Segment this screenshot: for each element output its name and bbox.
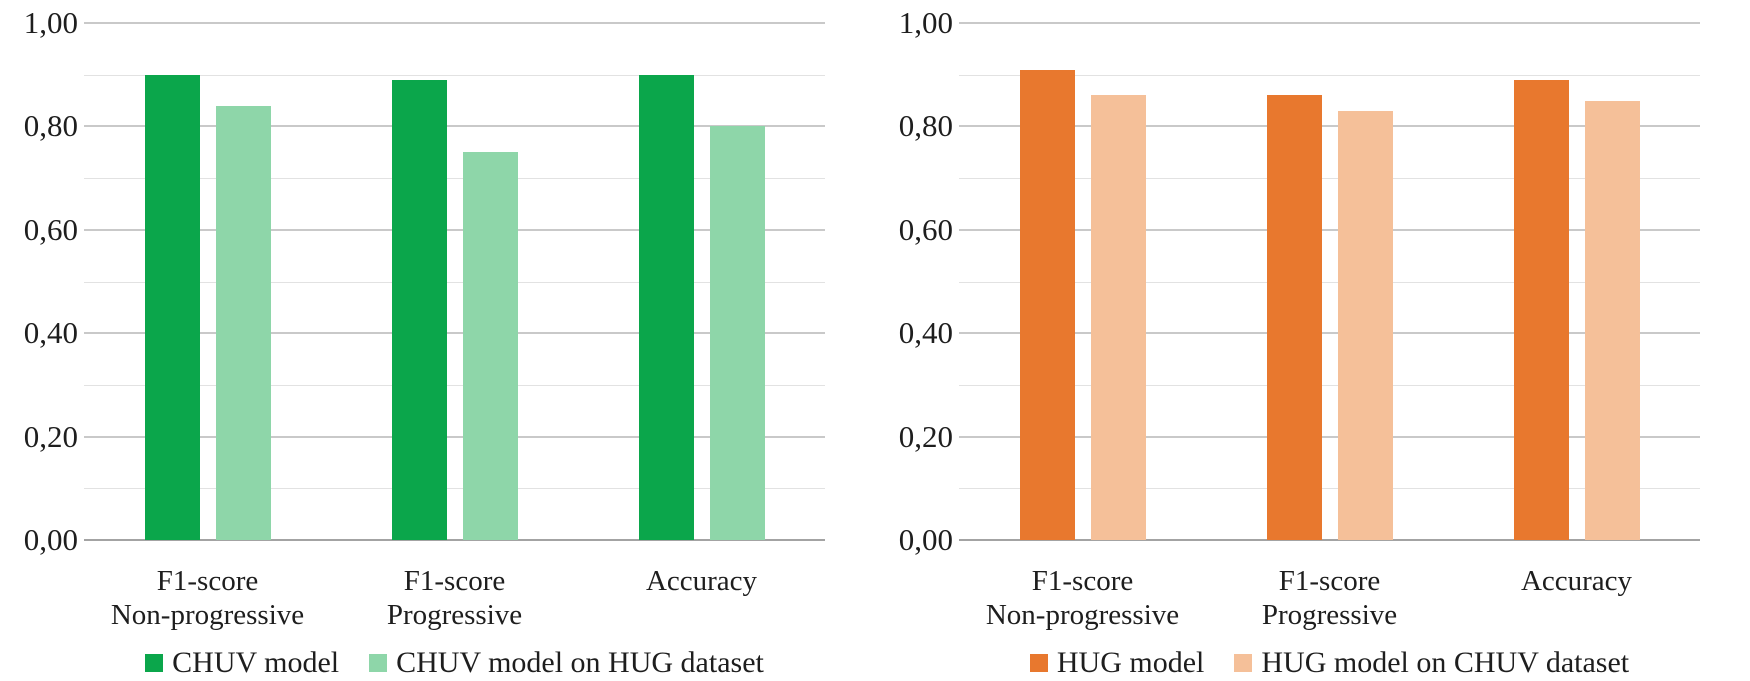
gridline [84,488,825,490]
y-tick-label: 0,80 [898,108,953,144]
legend-label: HUG model on CHUV dataset [1261,646,1630,679]
chart-hug-model: 0,00 0,20 0,40 0,60 0,80 1,00 F1-score Non-prog… [875,0,1750,681]
bar-chuv-model-on-hug-dataset [462,152,518,540]
gridline [959,125,1700,128]
gridline [959,22,1700,24]
bar-hug-model [1513,79,1569,540]
category-label-line: F1-score [1278,565,1381,597]
legend-swatch-icon [145,654,164,672]
bar-groups [84,23,825,540]
legend-label: CHUV model on HUG dataset [396,646,764,679]
legend-label: CHUV model [172,646,340,679]
legend-swatch-icon [1234,654,1253,672]
category-label-line: F1-score [156,565,259,597]
y-tick-label: 0,20 [23,418,78,454]
plot-area [84,22,825,541]
x-axis-labels: F1-score Non-progressive F1-score Progressi… [959,564,1700,632]
gridline [84,384,825,386]
gridline [84,281,825,283]
bar-group [959,23,1206,540]
gridline [959,178,1700,180]
legend-swatch-icon [1029,654,1048,672]
y-tick-label: 0,00 [898,522,953,557]
category-label: F1-score Progressive [1206,564,1453,632]
y-tick-label: 0,60 [23,211,78,247]
gridline [959,488,1700,490]
bar-hug-model-on-chuv-dataset [1337,110,1393,540]
x-axis-labels: F1-score Non-progressive F1-score Progressi… [84,564,825,632]
bar-chuv-model [144,74,200,540]
y-tick-label: 0,60 [898,211,953,247]
category-label-line: F1-score [1031,565,1134,597]
bar-group [1453,23,1700,540]
category-label-line: Non-progressive [985,599,1180,631]
gridline [959,332,1700,335]
bar-group [1206,23,1453,540]
y-axis: 0,00 0,20 0,40 0,60 0,80 1,00 [0,7,84,556]
bar-chuv-model [638,74,694,540]
legend-swatch-icon [369,654,388,672]
gridline [959,228,1700,231]
x-axis-line [84,539,825,541]
bar-group [578,23,825,540]
gridline [84,228,825,231]
gridline [959,435,1700,438]
plot-row: 0,00 0,20 0,40 0,60 0,80 1,00 [875,7,1750,556]
gridline [84,178,825,180]
y-tick-label: 1,00 [898,5,953,40]
y-tick-label: 0,00 [23,522,78,557]
category-label-line: Progressive [1261,599,1398,631]
legend-item: CHUV model [145,646,339,680]
bar-hug-model-on-chuv-dataset [1584,100,1640,540]
bar-chuv-model-on-hug-dataset [709,126,765,540]
y-tick-label: 1,00 [23,5,78,40]
category-label-line: F1-score [403,565,506,597]
bar-hug-model [1266,95,1322,540]
gridline [959,281,1700,283]
x-axis-line [959,539,1700,541]
bar-chuv-model [391,79,447,540]
y-tick-label: 0,40 [898,315,953,351]
category-label: Accuracy [578,564,825,632]
chart-chuv-model: 0,00 0,20 0,40 0,60 0,80 1,00 F1-score Non-prog… [0,7,875,680]
bar-hug-model [1019,69,1075,540]
category-label: Accuracy [1453,564,1700,632]
bar-groups [959,23,1700,540]
legend: HUG model HUG model on CHUV dataset [959,646,1700,680]
category-label-line: Accuracy [645,565,758,597]
y-axis: 0,00 0,20 0,40 0,60 0,80 1,00 [875,7,959,556]
plot-row: 0,00 0,20 0,40 0,60 0,80 1,00 [0,7,875,556]
legend-item: HUG model [1029,646,1205,680]
plot-area [959,22,1700,541]
legend-item: HUG model on CHUV dataset [1234,646,1629,680]
bar-group [331,23,578,540]
gridline [959,74,1700,76]
gridline [84,74,825,76]
legend: CHUV model CHUV model on HUG dataset [84,646,825,680]
y-tick-label: 0,40 [23,315,78,351]
bar-hug-model-on-chuv-dataset [1090,95,1146,540]
legend-item: CHUV model on HUG dataset [369,646,764,680]
gridline [84,332,825,335]
gridline [84,22,825,24]
y-tick-label: 0,80 [23,108,78,144]
category-label: F1-score Non-progressive [959,564,1206,632]
category-label: F1-score Progressive [331,564,578,632]
y-tick-label: 0,20 [898,418,953,454]
gridline [84,435,825,438]
category-label-line: Accuracy [1520,565,1633,597]
category-label: F1-score Non-progressive [84,564,331,632]
bar-chuv-model-on-hug-dataset [215,105,271,540]
gridline [959,384,1700,386]
bar-group [84,23,331,540]
category-label-line: Progressive [386,599,523,631]
gridline [84,125,825,128]
category-label-line: Non-progressive [110,599,305,631]
legend-label: HUG model [1056,646,1205,679]
